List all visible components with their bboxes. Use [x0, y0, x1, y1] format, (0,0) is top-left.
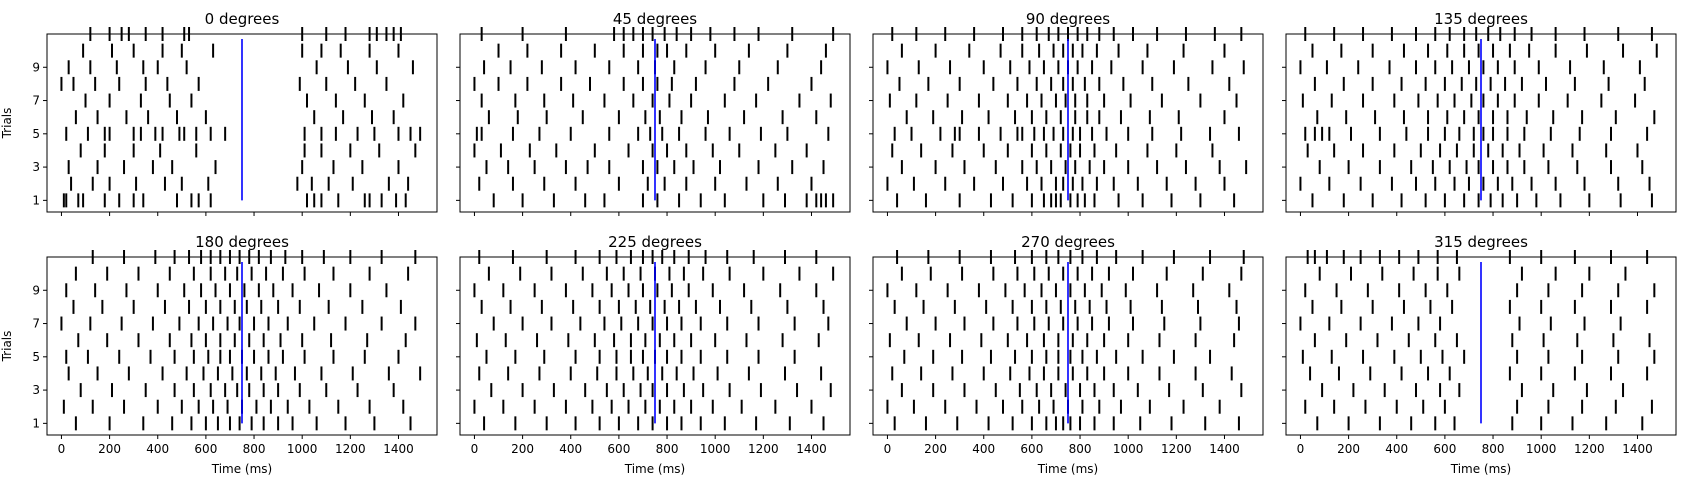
x-tick-label: 800 [243, 442, 266, 456]
x-tick-label: 0 [58, 442, 66, 456]
spike-raster [473, 27, 835, 208]
x-tick-label: 1200 [1574, 442, 1605, 456]
x-tick-label: 0 [884, 442, 892, 456]
subplot-6: 225 degrees 0 200 400 600 800 1000 1200 1400 Time… [456, 233, 851, 476]
x-tick-label: 1400 [383, 442, 414, 456]
x-tick-label: 1000 [1526, 442, 1557, 456]
x-tick-label: 1400 [1209, 442, 1240, 456]
y-tick-label: 5 [32, 127, 40, 141]
x-axis-label: Time (ms) [1450, 462, 1512, 476]
x-tick-label: 1000 [1113, 442, 1144, 456]
x-tick-label: 400 [972, 442, 995, 456]
y-tick-label: 5 [32, 350, 40, 364]
x-tick-label: 1400 [796, 442, 827, 456]
subplot-2: 45 degrees [456, 10, 851, 216]
subplot-1: 0 degrees 1 3 5 7 9 Trials [0, 10, 438, 216]
axes-frame [872, 256, 1264, 436]
x-tick-label: 1000 [287, 442, 318, 456]
x-tick-label: 0 [471, 442, 479, 456]
subplot-title: 45 degrees [613, 10, 697, 28]
x-tick-label: 1000 [700, 442, 731, 456]
y-axis-label: Trials [0, 331, 14, 363]
subplot-title: 180 degrees [195, 233, 289, 251]
subplot-title: 0 degrees [205, 10, 280, 28]
spike-raster [60, 27, 422, 208]
subplot-5: 180 degrees 0 200 400 600 800 1000 1200 1400 1 3 5 7… [0, 233, 438, 476]
spike-raster [1299, 27, 1658, 208]
axes-frame [46, 256, 438, 436]
y-tick-label: 1 [32, 416, 40, 430]
subplot-title: 135 degrees [1434, 10, 1528, 28]
x-tick-label: 800 [1482, 442, 1505, 456]
subplot-4: 135 degrees [1282, 10, 1677, 216]
y-tick-label: 7 [32, 94, 40, 108]
x-tick-label: 800 [656, 442, 679, 456]
subplot-title: 90 degrees [1026, 10, 1110, 28]
subplot-8: 315 degrees 0 200 400 600 800 1000 1200 1400 Time… [1282, 233, 1677, 476]
x-tick-label: 800 [1069, 442, 1092, 456]
y-tick-label: 7 [32, 317, 40, 331]
subplot-title: 315 degrees [1434, 233, 1528, 251]
x-tick-label: 600 [1020, 442, 1043, 456]
x-tick-label: 1200 [748, 442, 779, 456]
x-tick-label: 200 [98, 442, 121, 456]
x-tick-label: 200 [511, 442, 534, 456]
spike-raster [473, 250, 835, 431]
x-tick-label: 400 [1385, 442, 1408, 456]
subplot-title: 225 degrees [608, 233, 702, 251]
y-tick-label: 9 [32, 283, 40, 297]
axes-frame [1285, 33, 1677, 213]
x-tick-label: 200 [1337, 442, 1360, 456]
x-tick-label: 600 [194, 442, 217, 456]
y-tick-label: 9 [32, 60, 40, 74]
axes-frame [1285, 256, 1677, 436]
x-axis-label: Time (ms) [211, 462, 273, 476]
x-tick-label: 400 [146, 442, 169, 456]
x-tick-label: 200 [924, 442, 947, 456]
x-axis-label: Time (ms) [624, 462, 686, 476]
x-tick-label: 600 [607, 442, 630, 456]
x-tick-label: 1200 [1161, 442, 1192, 456]
y-tick-label: 1 [32, 193, 40, 207]
spike-raster [886, 27, 1248, 208]
x-tick-label: 0 [1297, 442, 1305, 456]
x-tick-label: 1400 [1622, 442, 1653, 456]
x-axis-label: Time (ms) [1037, 462, 1099, 476]
y-axis-label: Trials [0, 108, 14, 140]
axes-frame [459, 33, 851, 213]
axes-frame [46, 33, 438, 213]
subplot-title: 270 degrees [1021, 233, 1115, 251]
y-tick-label: 3 [32, 160, 40, 174]
axes-frame [459, 256, 851, 436]
x-tick-label: 1200 [335, 442, 366, 456]
x-tick-label: 600 [1433, 442, 1456, 456]
y-tick-label: 3 [32, 383, 40, 397]
subplot-7: 270 degrees 0 200 400 600 800 1000 1200 1400 Time… [869, 233, 1264, 476]
axes-frame [872, 33, 1264, 213]
spike-raster [886, 250, 1245, 431]
x-tick-label: 400 [559, 442, 582, 456]
subplot-3: 90 degrees [869, 10, 1264, 216]
